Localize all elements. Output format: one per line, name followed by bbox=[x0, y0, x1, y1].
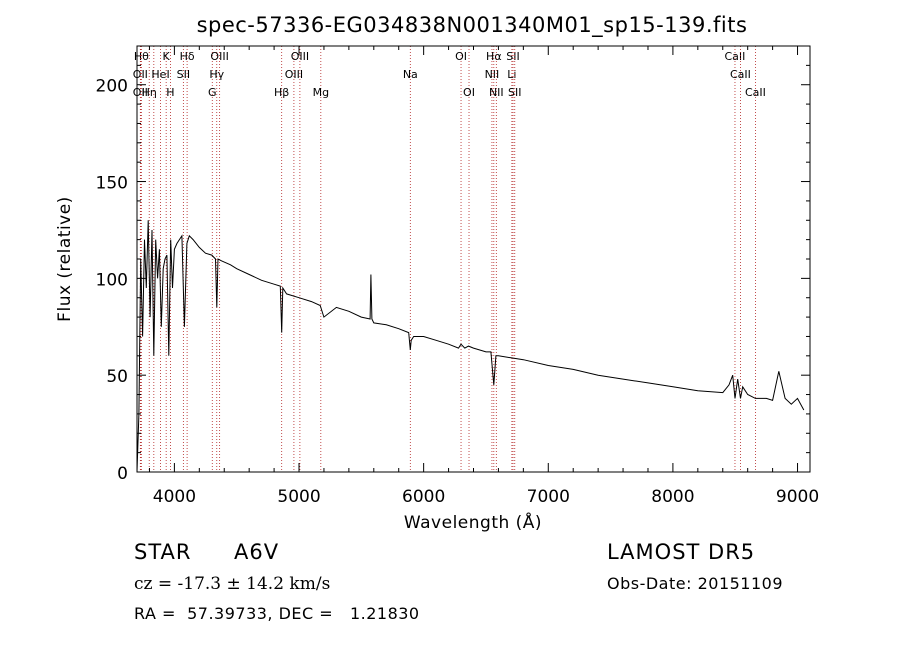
line-marker-label: Hθ bbox=[134, 50, 149, 63]
y-axis-label: Flux (relative) bbox=[55, 196, 75, 322]
line-marker-label: OIII bbox=[285, 68, 303, 81]
spectral-line-markers: HθOIIOIIHηHeIKHSIIHδGHγOIIIHβOIIIOIIIMgN… bbox=[133, 46, 766, 472]
spectrum-line bbox=[136, 220, 805, 473]
line-marker-label: SII bbox=[508, 86, 521, 99]
x-axis: 4000 5000 6000 7000 8000 9000 bbox=[148, 46, 819, 507]
line-marker-label: Hγ bbox=[209, 68, 224, 81]
y-tick-label: 50 bbox=[106, 367, 128, 387]
line-marker-label: Hη bbox=[142, 86, 157, 99]
line-marker-label: OIII bbox=[210, 50, 228, 63]
y-tick-label: 150 bbox=[96, 174, 128, 194]
x-axis-label: Wavelength (Å) bbox=[404, 511, 542, 533]
observation-date: Obs-Date: 20151109 bbox=[607, 574, 784, 593]
line-marker-label: OI bbox=[455, 50, 467, 63]
spectrum-series bbox=[136, 220, 805, 473]
x-tick-label: 4000 bbox=[153, 487, 196, 507]
y-tick-label: 0 bbox=[117, 464, 128, 484]
line-marker-label: G bbox=[208, 86, 217, 99]
spectral-subclass: A6V bbox=[234, 540, 280, 564]
x-tick-label: 5000 bbox=[277, 487, 320, 507]
line-marker-label: Mg bbox=[313, 86, 329, 99]
x-tick-label: 8000 bbox=[651, 487, 694, 507]
y-tick-label: 200 bbox=[96, 77, 128, 97]
coordinates: RA = 57.39733, DEC = 1.21830 bbox=[134, 604, 420, 623]
line-marker-label: NII bbox=[485, 68, 500, 81]
line-marker-label: OI bbox=[463, 86, 475, 99]
line-marker-label: Hδ bbox=[180, 50, 195, 63]
line-marker-label: Hβ bbox=[274, 86, 289, 99]
line-marker-label: Li bbox=[507, 68, 516, 81]
line-marker-label: CaII bbox=[730, 68, 751, 81]
chart-title: spec-57336-EG034838N001340M01_sp15-139.f… bbox=[197, 13, 748, 38]
object-class: STAR bbox=[134, 540, 192, 564]
redshift-info: cz = -17.3 ± 14.2 km/s bbox=[134, 574, 331, 594]
line-marker-label: H bbox=[166, 86, 174, 99]
line-marker-label: SII bbox=[506, 50, 519, 63]
y-tick-label: 100 bbox=[96, 270, 128, 290]
x-tick-label: 9000 bbox=[776, 487, 819, 507]
line-marker-label: Na bbox=[403, 68, 418, 81]
line-marker-label: SII bbox=[177, 68, 190, 81]
plot-frame bbox=[136, 45, 811, 473]
y-axis: 0 50 100 150 200 bbox=[96, 45, 810, 484]
line-marker-label: NII bbox=[489, 86, 504, 99]
line-marker-label: CaII bbox=[725, 50, 746, 63]
survey-release: LAMOST DR5 bbox=[607, 540, 756, 564]
line-marker-label: HeI bbox=[151, 68, 169, 81]
line-marker-label: K bbox=[163, 50, 171, 63]
line-marker-label: OIII bbox=[291, 50, 309, 63]
line-marker-label: Hα bbox=[486, 50, 502, 63]
line-marker-label: CaII bbox=[745, 86, 766, 99]
x-tick-label: 6000 bbox=[402, 487, 445, 507]
x-tick-label: 7000 bbox=[527, 487, 570, 507]
